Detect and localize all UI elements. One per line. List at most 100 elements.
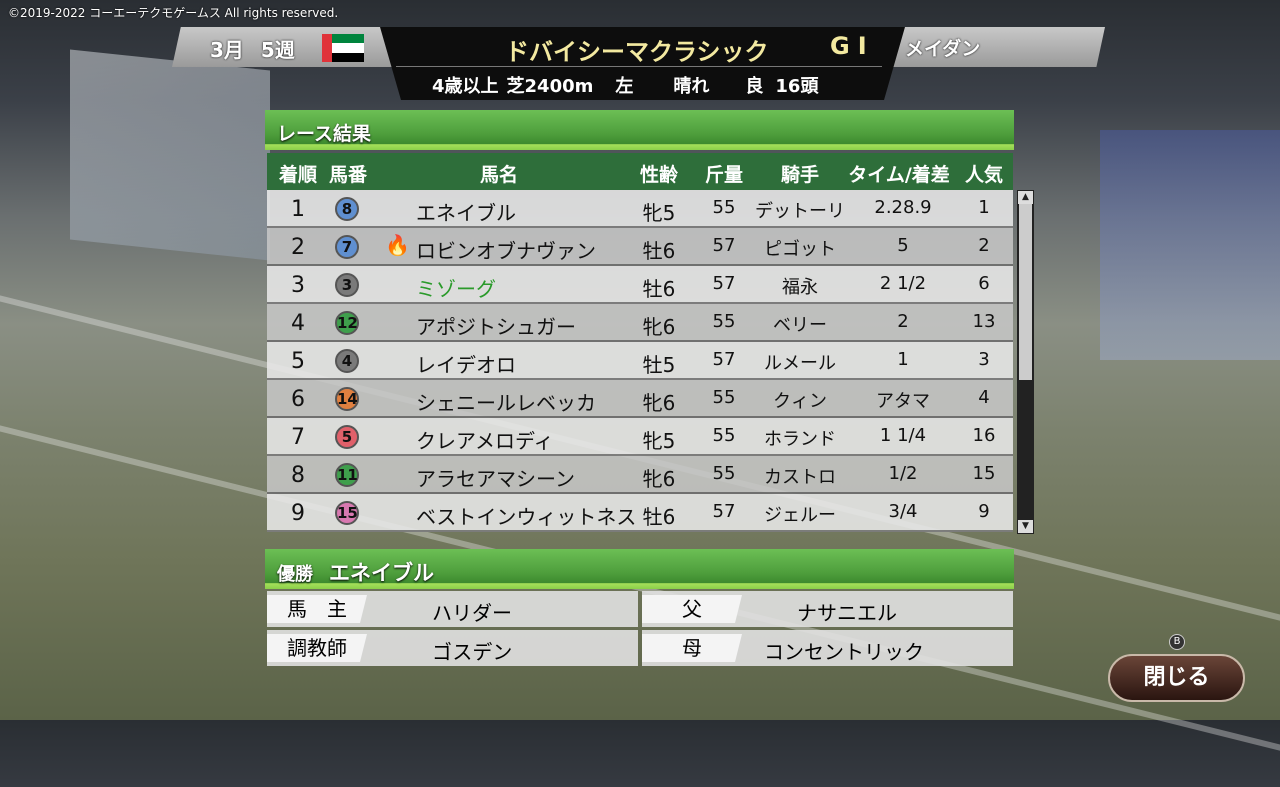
jockey: ジェルー <box>764 505 836 526</box>
horse-name: アラセアマシーン <box>416 467 575 491</box>
surface-distance: 芝2400m <box>506 76 594 97</box>
table-row[interactable]: 1 8 エネイブル 牝5 55 デットーリ 2.28.9 1 <box>267 190 1013 228</box>
sex-age: 牡5 <box>642 353 676 377</box>
scrollbar-thumb[interactable] <box>1019 204 1032 380</box>
horse-number-badge: 12 <box>335 311 359 335</box>
horse-number-badge: 3 <box>335 273 359 297</box>
rank: 1 <box>291 197 305 222</box>
sire-value: ナサニエル <box>797 601 897 625</box>
scroll-down-icon[interactable]: ▼ <box>1018 520 1033 533</box>
weather: 晴れ <box>673 76 710 97</box>
col-time-margin: タイム/着差 <box>848 164 950 186</box>
jockey: デットーリ <box>755 201 845 222</box>
jockey: 福永 <box>782 277 818 298</box>
horse-number-badge: 5 <box>335 425 359 449</box>
venue: メイダン <box>905 38 981 60</box>
rank: 9 <box>291 501 305 526</box>
horse-name: ロビンオブナヴァン <box>416 239 596 263</box>
table-row[interactable]: 2 7 🔥 ロビンオブナヴァン 牡6 57 ピゴット 5 2 <box>267 228 1013 266</box>
table-row[interactable]: 8 11 アラセアマシーン 牝6 55 カストロ 1/2 15 <box>267 456 1013 494</box>
horse-name: ベストインウィットネス <box>416 505 637 529</box>
rank: 4 <box>291 311 305 336</box>
direction: 左 <box>615 76 634 97</box>
time-margin: 1 1/4 <box>879 425 927 446</box>
col-horse-name: 馬名 <box>479 164 519 186</box>
horse-number-badge: 8 <box>335 197 359 221</box>
table-row[interactable]: 7 5 クレアメロディ 牝5 55 ホランド 1 1/4 16 <box>267 418 1013 456</box>
table-row[interactable]: 3 3 ミゾーグ 牡6 57 福永 2 1/2 6 <box>267 266 1013 304</box>
sex-age: 牡6 <box>642 277 676 301</box>
time-margin: 3/4 <box>888 501 918 522</box>
dam-cell: 母コンセントリック <box>642 630 1013 666</box>
col-jockey: 騎手 <box>780 164 820 186</box>
time-margin: 1/2 <box>888 463 918 484</box>
col-number: 馬番 <box>328 164 368 186</box>
jockey: ベリー <box>773 315 827 336</box>
race-conditions: 4歳以上 芝2400m 左 晴れ 良 16頭 <box>432 72 840 98</box>
owner-value: ハリダー <box>432 601 512 625</box>
sex-age: 牝5 <box>642 429 676 453</box>
weight: 57 <box>712 273 736 294</box>
weight: 57 <box>712 501 736 522</box>
horse-name: ミゾーグ <box>416 277 496 301</box>
table-row[interactable]: 9 15 ベストインウィットネス 牡6 57 ジェルー 3/4 9 <box>267 494 1013 532</box>
scroll-up-icon[interactable]: ▲ <box>1018 191 1033 204</box>
dam-label: 母 <box>642 634 742 662</box>
table-row[interactable]: 6 14 シェニールレベッカ 牝6 55 クィン アタマ 4 <box>267 380 1013 418</box>
popularity: 4 <box>978 387 990 408</box>
sire-label: 父 <box>642 595 742 623</box>
trainer-cell: 調教師 ゴスデン <box>267 630 638 666</box>
horse-name: シェニールレベッカ <box>416 391 596 415</box>
age-condition: 4歳以上 <box>432 76 499 97</box>
jockey: ピゴット <box>764 239 836 260</box>
race-grade: GI <box>830 32 875 60</box>
weight: 55 <box>712 197 736 218</box>
col-weight: 斤量 <box>704 164 744 186</box>
race-name: ドバイシーマクラシック <box>505 38 769 66</box>
header-venue-panel <box>890 27 1105 67</box>
sex-age: 牝6 <box>642 315 676 339</box>
close-button[interactable]: 閉じる <box>1108 654 1245 702</box>
rank: 3 <box>291 273 305 298</box>
popularity: 2 <box>978 235 990 256</box>
weight: 55 <box>712 311 736 332</box>
weight: 55 <box>712 463 736 484</box>
rank: 6 <box>291 387 305 412</box>
results-column-header: 着順 馬番 馬名 性齢 斤量 騎手 タイム/着差 人気 <box>267 153 1013 190</box>
trainer-label: 調教師 <box>267 634 367 662</box>
popularity: 3 <box>978 349 990 370</box>
sex-age: 牡6 <box>642 505 676 529</box>
sex-age: 牡6 <box>642 239 676 263</box>
popularity: 16 <box>972 425 996 446</box>
b-button-icon: B <box>1169 634 1185 650</box>
time-margin: 2.28.9 <box>874 197 932 218</box>
week: 5週 <box>260 38 295 62</box>
sex-age: 牝5 <box>642 201 676 225</box>
results-scrollbar[interactable]: ▲ ▼ <box>1017 190 1034 534</box>
sex-age: 牝6 <box>642 467 676 491</box>
time-margin: 1 <box>897 349 909 370</box>
time-margin: 5 <box>897 235 909 256</box>
col-popularity: 人気 <box>964 164 1004 186</box>
sex-age: 牝6 <box>642 391 676 415</box>
winner-info: 馬 主 ハリダー 父 ナサニエル 調教師 ゴスデン 母コンセントリック <box>267 591 1013 666</box>
month: 3月 <box>210 38 244 62</box>
horse-number-badge: 7 <box>335 235 359 259</box>
copyright: ©2019-2022 コーエーテクモゲームス All rights reserv… <box>8 6 339 20</box>
table-row[interactable]: 4 12 アポジトシュガー 牝6 55 ベリー 2 13 <box>267 304 1013 342</box>
time-margin: 2 1/2 <box>879 273 927 294</box>
col-sex-age: 性齢 <box>639 164 679 186</box>
popularity: 6 <box>978 273 990 294</box>
table-row[interactable]: 5 4 レイデオロ 牡5 57 ルメール 1 3 <box>267 342 1013 380</box>
trainer-value: ゴスデン <box>432 640 513 664</box>
jockey: カストロ <box>764 467 836 488</box>
horse-name: レイデオロ <box>416 353 516 377</box>
col-rank: 着順 <box>278 164 318 186</box>
header-divider <box>396 66 882 67</box>
rank: 2 <box>291 235 305 260</box>
time-margin: アタマ <box>876 391 930 412</box>
horse-name: クレアメロディ <box>416 429 554 453</box>
popularity: 15 <box>972 463 996 484</box>
winner-label: 優勝 <box>277 564 313 585</box>
